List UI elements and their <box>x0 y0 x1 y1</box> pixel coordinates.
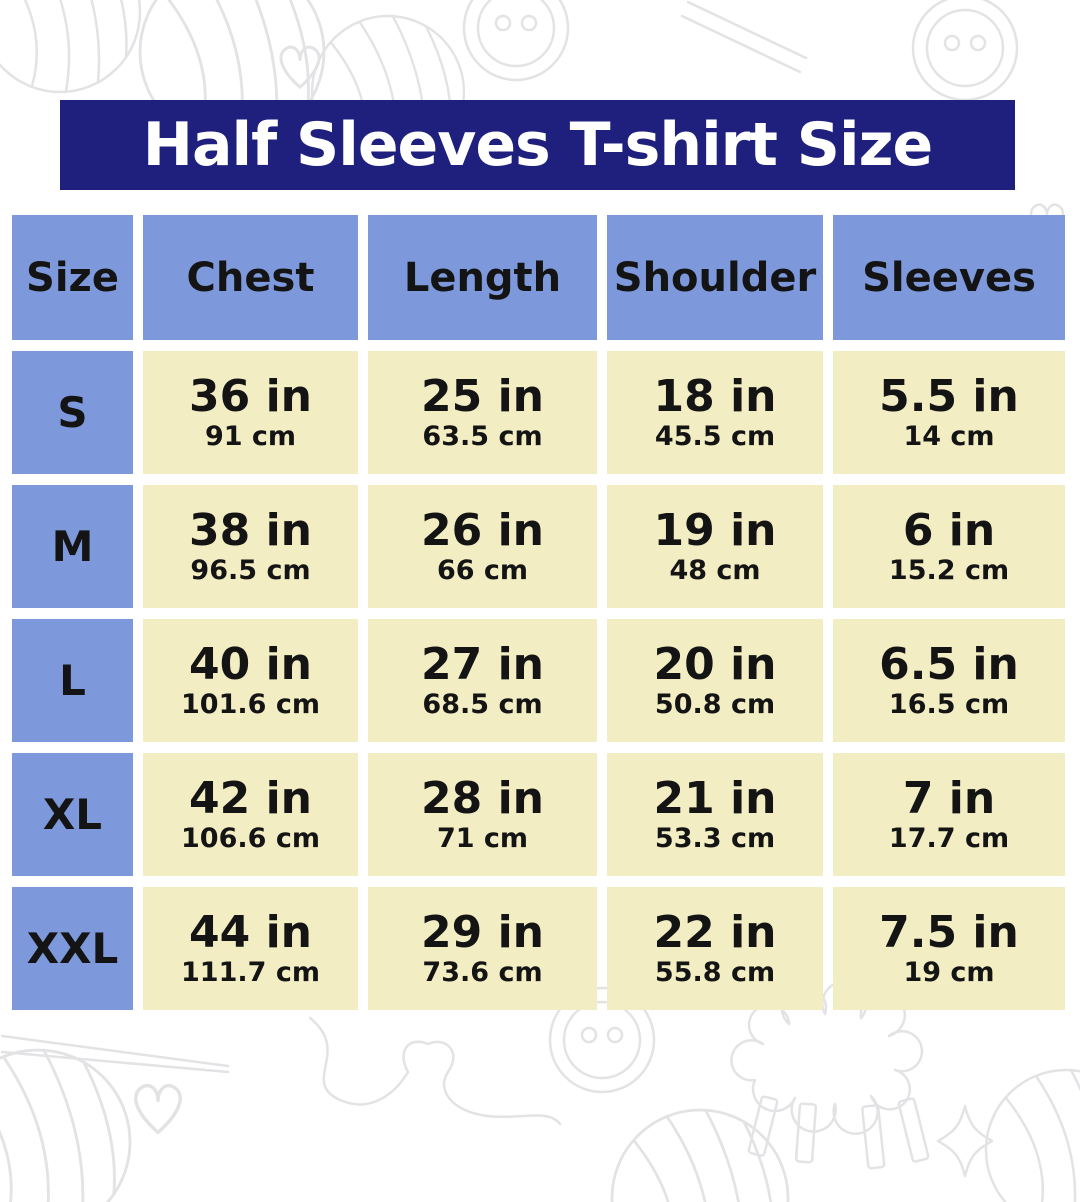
row-label-l: L <box>12 619 133 742</box>
value-inches: 5.5 in <box>879 370 1019 422</box>
column-header-sleeves: Sleeves <box>833 215 1065 340</box>
button-icon <box>462 0 570 82</box>
value-inches: 36 in <box>189 370 312 422</box>
cell-l-shoulder: 20 in 50.8 cm <box>607 619 823 742</box>
value-inches: 44 in <box>189 906 312 958</box>
row-label-m: M <box>12 485 133 608</box>
value-cm: 66 cm <box>436 554 529 586</box>
cell-l-chest: 40 in 101.6 cm <box>143 619 358 742</box>
thread-icon <box>308 1016 562 1126</box>
page-title: Half Sleeves T-shirt Size <box>142 110 933 180</box>
value-cm: 96.5 cm <box>190 554 311 586</box>
cell-xxl-shoulder: 22 in 55.8 cm <box>607 887 823 1010</box>
cell-s-length: 25 in 63.5 cm <box>368 351 597 474</box>
value-inches: 25 in <box>421 370 544 422</box>
column-header-shoulder: Shoulder <box>607 215 823 340</box>
cell-s-shoulder: 18 in 45.5 cm <box>607 351 823 474</box>
value-inches: 6.5 in <box>879 638 1019 690</box>
value-cm: 14 cm <box>903 420 995 452</box>
value-cm: 19 cm <box>903 956 995 988</box>
cell-s-chest: 36 in 91 cm <box>143 351 358 474</box>
title-banner: Half Sleeves T-shirt Size <box>60 100 1015 190</box>
cell-m-sleeves: 6 in 15.2 cm <box>833 485 1065 608</box>
cell-xxl-chest: 44 in 111.7 cm <box>143 887 358 1010</box>
sparkle-icon <box>936 1104 994 1178</box>
value-cm: 111.7 cm <box>181 956 320 988</box>
value-cm: 45.5 cm <box>654 420 776 452</box>
value-cm: 71 cm <box>436 822 529 854</box>
cell-m-shoulder: 19 in 48 cm <box>607 485 823 608</box>
cell-xl-length: 28 in 71 cm <box>368 753 597 876</box>
value-cm: 73.6 cm <box>422 956 543 988</box>
cell-xl-sleeves: 7 in 17.7 cm <box>833 753 1065 876</box>
value-inches: 27 in <box>421 638 544 690</box>
value-inches: 28 in <box>421 772 544 824</box>
column-header-length: Length <box>368 215 597 340</box>
value-inches: 38 in <box>189 504 312 556</box>
yarn-ball-icon <box>984 1068 1080 1202</box>
value-cm: 63.5 cm <box>422 420 543 452</box>
cell-xl-chest: 42 in 106.6 cm <box>143 753 358 876</box>
row-label-xxl: XXL <box>12 887 133 1010</box>
knitting-needle-icon <box>0 1034 230 1074</box>
cell-xl-shoulder: 21 in 53.3 cm <box>607 753 823 876</box>
value-cm: 91 cm <box>204 420 297 452</box>
button-icon <box>911 0 1019 102</box>
value-cm: 48 cm <box>669 554 761 586</box>
value-cm: 15.2 cm <box>888 554 1010 586</box>
cell-l-sleeves: 6.5 in 16.5 cm <box>833 619 1065 742</box>
value-cm: 106.6 cm <box>181 822 320 854</box>
value-inches: 6 in <box>902 504 996 556</box>
value-cm: 68.5 cm <box>422 688 543 720</box>
value-cm: 55.8 cm <box>654 956 776 988</box>
cell-s-sleeves: 5.5 in 14 cm <box>833 351 1065 474</box>
cell-m-length: 26 in 66 cm <box>368 485 597 608</box>
yarn-ball-icon <box>0 1048 132 1202</box>
value-cm: 16.5 cm <box>888 688 1010 720</box>
value-inches: 19 in <box>653 504 777 556</box>
value-inches: 29 in <box>421 906 544 958</box>
value-inches: 7 in <box>902 772 996 824</box>
row-label-xl: XL <box>12 753 133 876</box>
cell-m-chest: 38 in 96.5 cm <box>143 485 358 608</box>
cell-xxl-sleeves: 7.5 in 19 cm <box>833 887 1065 1010</box>
value-inches: 7.5 in <box>879 906 1019 958</box>
knitting-needle-icon <box>680 0 808 74</box>
value-cm: 53.3 cm <box>654 822 776 854</box>
value-inches: 22 in <box>653 906 777 958</box>
value-inches: 18 in <box>653 370 777 422</box>
row-label-s: S <box>12 351 133 474</box>
value-cm: 101.6 cm <box>181 688 320 720</box>
value-cm: 50.8 cm <box>654 688 776 720</box>
column-header-size: Size <box>12 215 133 340</box>
value-cm: 17.7 cm <box>888 822 1010 854</box>
heart-icon <box>133 1083 183 1135</box>
cell-xxl-length: 29 in 73.6 cm <box>368 887 597 1010</box>
value-inches: 21 in <box>653 772 777 824</box>
value-inches: 26 in <box>421 504 544 556</box>
column-header-chest: Chest <box>143 215 358 340</box>
value-inches: 20 in <box>653 638 777 690</box>
value-inches: 42 in <box>189 772 312 824</box>
cell-l-length: 27 in 68.5 cm <box>368 619 597 742</box>
size-table: Size Chest Length Shoulder Sleeves S 36 … <box>12 215 1065 1010</box>
value-inches: 40 in <box>189 638 312 690</box>
